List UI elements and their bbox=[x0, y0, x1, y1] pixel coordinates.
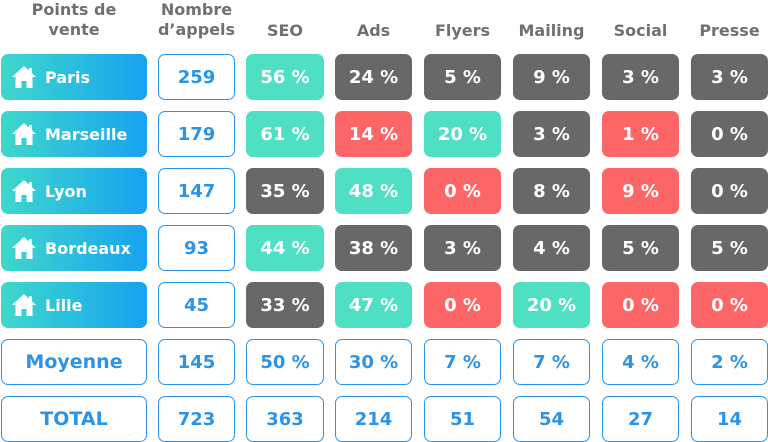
city-label: Marseille bbox=[45, 124, 128, 144]
percent-cell: 44 % bbox=[246, 225, 324, 271]
percent-cell: 47 % bbox=[335, 282, 412, 328]
summary-cell: 214 bbox=[335, 396, 412, 442]
percent-cell: 48 % bbox=[335, 168, 412, 214]
calls-cell: 259 bbox=[158, 54, 235, 100]
percent-cell: 5 % bbox=[691, 225, 768, 271]
calls-cell: 147 bbox=[158, 168, 235, 214]
summary-cell: 51 bbox=[424, 396, 501, 442]
column-header: Mailing bbox=[518, 21, 585, 40]
city-cell: Marseille bbox=[1, 111, 147, 157]
summary-cell: 2 % bbox=[691, 339, 768, 385]
summary-cell: 27 bbox=[602, 396, 679, 442]
summary-cell: 4 % bbox=[602, 339, 679, 385]
percent-cell: 35 % bbox=[246, 168, 324, 214]
calls-cell: 179 bbox=[158, 111, 235, 157]
percent-cell: 38 % bbox=[335, 225, 412, 271]
home-icon bbox=[12, 237, 36, 259]
summary-cell: 54 bbox=[513, 396, 590, 442]
percent-cell: 3 % bbox=[513, 111, 590, 157]
summary-cell: 30 % bbox=[335, 339, 412, 385]
home-icon bbox=[12, 294, 36, 316]
percent-cell: 20 % bbox=[424, 111, 501, 157]
percent-cell: 3 % bbox=[424, 225, 501, 271]
percent-cell: 9 % bbox=[513, 54, 590, 100]
city-cell: Lille bbox=[1, 282, 147, 328]
percent-cell: 3 % bbox=[691, 54, 768, 100]
summary-label: Moyenne bbox=[1, 339, 147, 385]
city-label: Lyon bbox=[45, 181, 87, 201]
city-cell: Lyon bbox=[1, 168, 147, 214]
column-header: Flyers bbox=[434, 21, 491, 40]
column-header: SEO bbox=[266, 21, 304, 40]
summary-cell: 145 bbox=[158, 339, 235, 385]
percent-cell: 0 % bbox=[602, 282, 679, 328]
percent-cell: 0 % bbox=[424, 168, 501, 214]
percent-cell: 24 % bbox=[335, 54, 412, 100]
column-header: Ads bbox=[356, 21, 391, 40]
column-header: Nombre d’appels bbox=[157, 0, 236, 39]
city-cell: Paris bbox=[1, 54, 147, 100]
home-icon bbox=[12, 180, 36, 202]
percent-cell: 56 % bbox=[246, 54, 324, 100]
summary-label: TOTAL bbox=[1, 396, 147, 442]
summary-cell: 7 % bbox=[424, 339, 501, 385]
percent-cell: 33 % bbox=[246, 282, 324, 328]
city-label: Paris bbox=[45, 67, 90, 87]
percent-cell: 0 % bbox=[691, 111, 768, 157]
city-label: Lille bbox=[45, 295, 83, 315]
summary-cell: 723 bbox=[158, 396, 235, 442]
percent-cell: 20 % bbox=[513, 282, 590, 328]
city-label: Bordeaux bbox=[45, 238, 131, 258]
column-header: Presse bbox=[699, 21, 760, 40]
percent-cell: 1 % bbox=[602, 111, 679, 157]
percent-cell: 9 % bbox=[602, 168, 679, 214]
percent-cell: 0 % bbox=[691, 168, 768, 214]
summary-cell: 14 bbox=[691, 396, 768, 442]
percent-cell: 3 % bbox=[602, 54, 679, 100]
summary-cell: 7 % bbox=[513, 339, 590, 385]
percent-cell: 0 % bbox=[424, 282, 501, 328]
city-cell: Bordeaux bbox=[1, 225, 147, 271]
calls-cell: 45 bbox=[158, 282, 235, 328]
column-header: Points de vente bbox=[31, 0, 117, 39]
home-icon bbox=[12, 66, 36, 88]
percent-cell: 4 % bbox=[513, 225, 590, 271]
percent-cell: 5 % bbox=[602, 225, 679, 271]
percent-cell: 0 % bbox=[691, 282, 768, 328]
summary-cell: 50 % bbox=[246, 339, 324, 385]
percent-cell: 14 % bbox=[335, 111, 412, 157]
summary-cell: 363 bbox=[246, 396, 324, 442]
percent-cell: 8 % bbox=[513, 168, 590, 214]
calls-cell: 93 bbox=[158, 225, 235, 271]
column-header: Social bbox=[613, 21, 668, 40]
home-icon bbox=[12, 123, 36, 145]
percent-cell: 5 % bbox=[424, 54, 501, 100]
percent-cell: 61 % bbox=[246, 111, 324, 157]
